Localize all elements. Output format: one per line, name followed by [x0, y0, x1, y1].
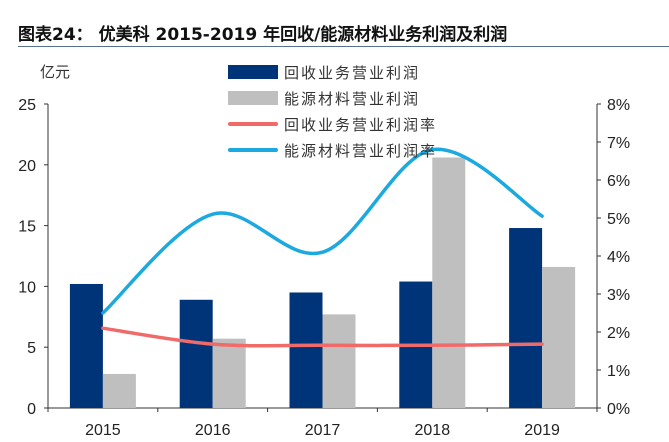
y2-tick-label: 3% — [607, 287, 630, 304]
y2-tick-label: 6% — [607, 173, 630, 190]
x-tick-label: 2016 — [195, 422, 231, 439]
bar-energy-2018 — [432, 157, 466, 408]
y-tick-label: 5 — [27, 340, 36, 357]
y-tick-label: 10 — [18, 279, 36, 296]
legend-label: 能源材料营业利润率 — [284, 143, 437, 160]
bar-recycling-2017 — [289, 292, 323, 408]
legend-label: 能源材料营业利润 — [284, 91, 420, 108]
line-series-recycling-margin — [101, 326, 544, 348]
line-series-energy-margin — [101, 147, 544, 315]
bar-energy-2015 — [102, 373, 136, 408]
y-tick-label: 0 — [27, 401, 36, 418]
y-axis-label: 亿元 — [40, 64, 70, 81]
bar-energy-2016 — [212, 338, 246, 408]
bar-recycling-2016 — [179, 299, 213, 408]
y2-tick-label: 4% — [607, 249, 630, 266]
y-tick-label: 25 — [18, 97, 36, 114]
bar-recycling-2015 — [69, 283, 103, 408]
legend-swatch — [228, 65, 278, 79]
legend-swatch — [228, 91, 278, 105]
y2-tick-label: 2% — [607, 325, 630, 342]
x-tick-label: 2015 — [85, 422, 121, 439]
bar-recycling-2019 — [509, 228, 543, 408]
legend-label: 回收业务营业利润率 — [284, 117, 437, 134]
y-tick-label: 20 — [18, 158, 36, 175]
y2-tick-label: 7% — [607, 135, 630, 152]
y2-tick-label: 5% — [607, 211, 630, 228]
title-divider — [18, 46, 669, 47]
y-tick-label: 15 — [18, 219, 36, 236]
legend-label: 回收业务营业利润 — [284, 65, 420, 82]
y2-tick-label: 8% — [607, 97, 630, 114]
bar-energy-2017 — [322, 314, 356, 408]
x-tick-label: 2018 — [415, 422, 451, 439]
bar-energy-2019 — [542, 266, 576, 408]
y2-tick-label: 0% — [607, 401, 630, 418]
chart-title: 图表24： 优美科 2015-2019 年回收/能源材料业务利润及利润 — [18, 25, 508, 45]
x-tick-label: 2019 — [524, 422, 560, 439]
x-tick-label: 2017 — [305, 422, 341, 439]
y2-tick-label: 1% — [607, 363, 630, 380]
